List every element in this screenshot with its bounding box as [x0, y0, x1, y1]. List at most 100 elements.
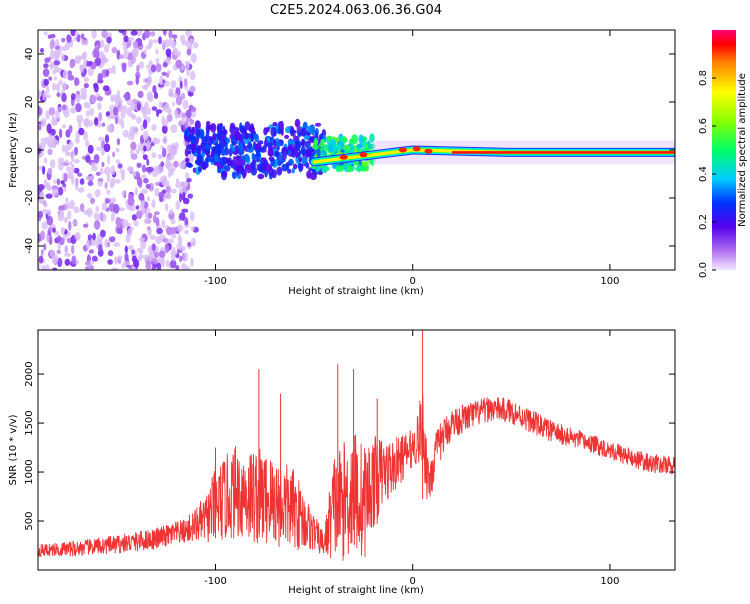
heatmap-cell	[336, 143, 342, 151]
heatmap-cell	[148, 39, 154, 45]
heatmap-cell	[229, 122, 236, 130]
heatmap-cell	[145, 207, 151, 213]
heatmap-cell	[247, 141, 252, 149]
heatmap-cell	[162, 30, 167, 36]
heatmap-cell	[118, 30, 124, 34]
heatmap-cell	[73, 167, 80, 174]
heatmap-cell	[136, 205, 139, 210]
heatmap-cell	[136, 210, 143, 220]
heatmap-cell	[93, 220, 101, 230]
heatmap-cell	[300, 163, 304, 171]
heatmap-cell	[93, 117, 99, 126]
heatmap-cell	[252, 159, 256, 164]
heatmap-cell	[141, 200, 145, 207]
heatmap-cell	[320, 139, 326, 144]
heatmap-cell	[91, 30, 97, 39]
heatmap-cell	[118, 207, 126, 212]
heatmap-cell	[162, 61, 168, 68]
heatmap-cell	[301, 138, 305, 147]
heatmap-cell	[121, 219, 129, 228]
heatmap-cell	[175, 181, 183, 189]
heatmap-cell	[161, 257, 166, 268]
heatmap-cell	[239, 122, 243, 133]
heatmap-cell	[187, 150, 192, 155]
heatmap-cell	[167, 238, 174, 244]
heatmap-cell	[146, 140, 151, 151]
heatmap-cell	[158, 36, 162, 45]
heatmap-cell	[46, 181, 50, 190]
heatmap-cell	[130, 103, 137, 111]
heatmap-cell	[70, 93, 76, 101]
heatmap-cell	[181, 112, 187, 119]
heatmap-cell	[194, 120, 201, 130]
heatmap-cell	[54, 49, 60, 59]
heatmap-cell	[38, 184, 45, 191]
heatmap-cell	[266, 142, 273, 147]
heatmap-cell	[185, 172, 190, 180]
heatmap-cell	[170, 226, 177, 235]
heatmap-cell	[46, 123, 52, 134]
heatmap-cell	[74, 137, 80, 144]
heatmap-cell	[161, 119, 169, 127]
heatmap-cell	[97, 73, 103, 83]
heatmap-cell	[70, 107, 77, 114]
heatmap-cell	[158, 250, 166, 258]
heatmap-cell	[315, 165, 321, 171]
heatmap-cell	[150, 64, 157, 73]
heatmap-cell	[291, 148, 296, 158]
heatmap-cell	[114, 256, 118, 265]
heatmap-cell	[182, 181, 188, 188]
heatmap-cell	[140, 106, 147, 114]
heatmap-cell	[98, 111, 103, 122]
heatmap-cell	[47, 209, 52, 217]
heatmap-cell	[170, 188, 177, 194]
heatmap-cell	[71, 149, 75, 158]
heatmap-cell	[49, 49, 55, 60]
x-tick-label: 0	[410, 576, 416, 587]
snr-panel: -100 0 100 500 1000 1500 2000 Height of straig…	[8, 329, 676, 596]
heatmap-cell	[242, 133, 246, 140]
heatmap-cell	[81, 52, 87, 61]
heatmap-cell	[358, 166, 366, 171]
heatmap-cell	[250, 131, 254, 142]
heatmap-cell	[151, 243, 156, 251]
heatmap-cell	[124, 245, 128, 254]
heatmap-cell	[40, 48, 44, 53]
heatmap-cell	[148, 92, 154, 103]
heatmap-cell	[107, 259, 113, 265]
heatmap-cell	[87, 264, 94, 270]
heatmap-cell	[103, 44, 110, 53]
heatmap-cell	[146, 77, 151, 87]
heatmap-cell	[140, 239, 147, 250]
heatmap-cell	[291, 168, 295, 174]
heatmap-cell	[177, 234, 182, 243]
heatmap-cell	[93, 84, 99, 93]
heatmap-cell	[117, 163, 123, 169]
heatmap-cell	[207, 135, 214, 146]
heatmap-cell	[89, 94, 97, 104]
heatmap-cell	[165, 48, 172, 57]
heatmap-cell	[40, 197, 45, 204]
heatmap-cell	[126, 107, 132, 117]
heatmap-cell	[86, 176, 91, 181]
heatmap-cell	[145, 183, 151, 190]
heatmap-cell	[178, 212, 186, 221]
heatmap-cell	[183, 78, 188, 87]
snr-ylabel: SNR (10 * v/v)	[8, 414, 19, 485]
heatmap-cell	[144, 212, 149, 218]
heatmap-cell	[45, 110, 50, 120]
heatmap-cell	[314, 122, 322, 127]
heatmap-cell	[156, 227, 163, 235]
heatmap-cell	[40, 117, 47, 127]
heatmap-cell	[136, 247, 143, 254]
heatmap-cell	[285, 163, 290, 171]
heatmap-cell	[49, 249, 55, 258]
heatmap-cell	[144, 101, 150, 109]
heatmap-cell	[141, 188, 149, 195]
heatmap-cell	[142, 130, 149, 141]
heatmap-cell	[96, 96, 104, 101]
heatmap-cell	[98, 51, 104, 59]
heatmap-cell	[156, 111, 160, 117]
heatmap-cell	[181, 117, 186, 126]
heatmap-cell	[88, 60, 93, 66]
